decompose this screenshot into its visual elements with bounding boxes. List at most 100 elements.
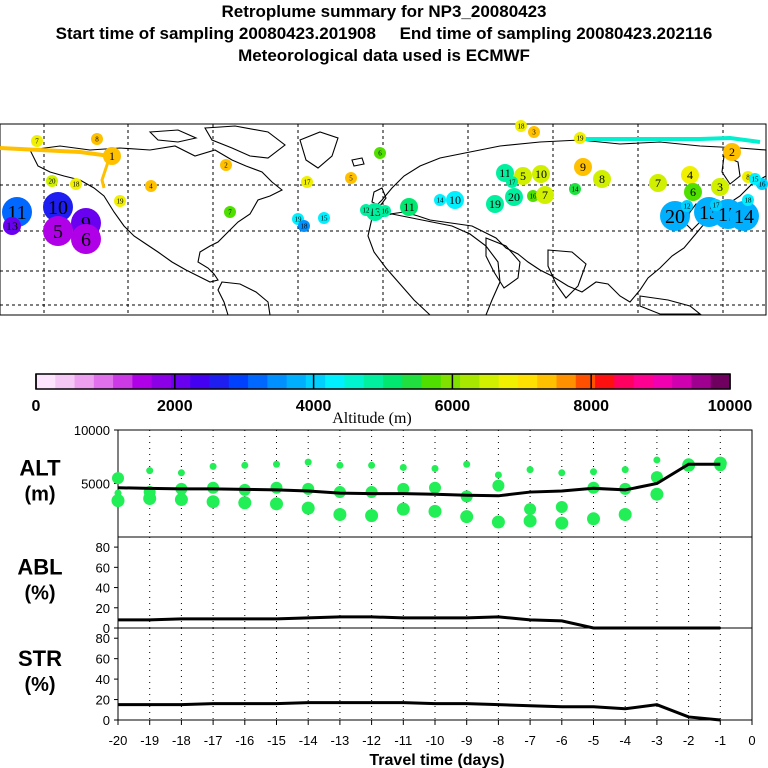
colorbar-swatch	[556, 374, 577, 389]
map-marker	[532, 165, 550, 183]
map-marker-label: 17	[713, 201, 721, 209]
map-marker	[31, 135, 43, 147]
cluster-point	[270, 481, 283, 494]
map-marker	[379, 205, 391, 217]
x-tick-label: -3	[651, 733, 663, 748]
colorbar-swatch	[344, 374, 365, 389]
map-marker	[742, 194, 754, 206]
colorbar-swatch	[228, 374, 249, 389]
map-marker	[345, 172, 357, 184]
map-marker-label: 12	[684, 202, 692, 210]
map-marker	[434, 194, 446, 206]
cluster-point	[273, 460, 280, 468]
x-tick-label: -9	[461, 733, 473, 748]
map-marker-label: 18	[518, 122, 526, 130]
colorbar-swatch	[248, 374, 268, 389]
panel-label-alt: ALT	[19, 456, 61, 481]
map-marker	[684, 183, 702, 201]
map-marker-label: 11	[403, 200, 415, 214]
map-marker-label: 2	[224, 161, 228, 169]
x-tick-label: -18	[172, 733, 191, 748]
map-marker	[710, 199, 722, 211]
coastlines	[29, 125, 767, 316]
cluster-point	[301, 501, 315, 515]
x-tick-label: -19	[140, 733, 159, 748]
colorbar-swatch	[498, 374, 519, 389]
cluster-point	[492, 479, 505, 492]
y-tick-label: 40	[96, 581, 110, 596]
colorbar-swatch	[652, 374, 673, 389]
map-marker-label: 18	[745, 196, 753, 204]
cluster-point	[336, 461, 344, 469]
y-tick-label: 5000	[81, 477, 110, 492]
colorbar-swatch	[517, 374, 538, 389]
map-marker	[505, 188, 523, 206]
str-line	[118, 701, 721, 722]
map-marker-label: 6	[81, 229, 91, 251]
map-marker	[506, 176, 518, 188]
cluster-point	[270, 497, 283, 511]
y-tick-label: 0	[103, 713, 110, 728]
map-marker-label: 10	[449, 193, 461, 207]
map-marker-label: 17	[304, 178, 312, 186]
map-marker-label: 9	[580, 160, 586, 174]
colorbar-swatch	[672, 374, 692, 389]
cluster-point	[555, 501, 568, 514]
map-marker-label: 15	[752, 175, 760, 183]
map-marker-label: 10	[535, 167, 547, 181]
colorbar-swatch	[710, 374, 731, 389]
panel-frame-abl	[117, 536, 753, 629]
y-tick-label: 60	[96, 560, 110, 575]
world-map: 1111091356201819115109819201671413111014…	[0, 120, 768, 316]
map-marker	[574, 158, 592, 176]
colorbar-tick-label: 8000	[573, 398, 609, 415]
map-marker-label: 14	[734, 206, 754, 228]
map-marker	[71, 224, 101, 254]
time-series-panels: 5000 10000 ALT (m) 0 20 40 60 80 ABL (%) 0 20 40 60 80 S…	[17, 423, 753, 728]
x-tick-label: -14	[299, 733, 318, 748]
map-marker-label: 19	[295, 215, 303, 223]
colorbar-swatch	[402, 374, 423, 389]
abl-line	[118, 615, 721, 630]
cluster-point	[650, 487, 664, 501]
y-tick-label: 10000	[74, 423, 110, 438]
colorbar-swatch	[170, 374, 191, 389]
map-marker-label: 7	[228, 208, 232, 216]
cluster-point	[653, 456, 661, 464]
map-marker-label: 8	[599, 172, 605, 186]
cluster-point	[302, 482, 315, 495]
colorbar-swatch	[190, 374, 210, 389]
map-marker-label: 10	[48, 197, 68, 219]
cluster-point	[333, 508, 347, 522]
x-tick-label: -16	[235, 733, 254, 748]
plume-centroid-markers: 1111091356201819115109819201671413111014…	[2, 120, 768, 254]
map-marker-label: 3	[717, 180, 723, 194]
cluster-point	[238, 496, 252, 510]
map-marker	[3, 217, 21, 235]
cluster-point	[399, 463, 407, 471]
map-marker	[446, 191, 464, 209]
cluster-point	[429, 481, 441, 494]
colorbar-swatch	[305, 374, 326, 389]
cluster-point	[112, 472, 124, 485]
map-marker-label: 18	[73, 180, 81, 188]
y-tick-label: 60	[96, 652, 110, 667]
map-marker	[514, 167, 532, 185]
colorbar-swatch	[633, 374, 654, 389]
cluster-point	[397, 482, 410, 495]
cluster-point	[209, 462, 217, 470]
panel-unit-str: (%)	[24, 674, 55, 696]
panel-label-abl: ABL	[17, 555, 62, 580]
y-tick-label: 20	[96, 601, 110, 616]
colorbar-tick-label: 0	[32, 398, 41, 415]
map-marker-label: 2	[729, 145, 735, 159]
colorbar-swatch	[209, 374, 230, 389]
map-marker-label: 7	[655, 176, 661, 190]
map-marker	[114, 195, 126, 207]
colorbar-swatch	[595, 374, 615, 389]
x-tick-label: 0	[748, 733, 755, 748]
map-marker-label: 16	[530, 192, 538, 200]
x-tick-label: -20	[109, 733, 128, 748]
map-marker	[711, 178, 729, 196]
cluster-point	[365, 486, 378, 499]
